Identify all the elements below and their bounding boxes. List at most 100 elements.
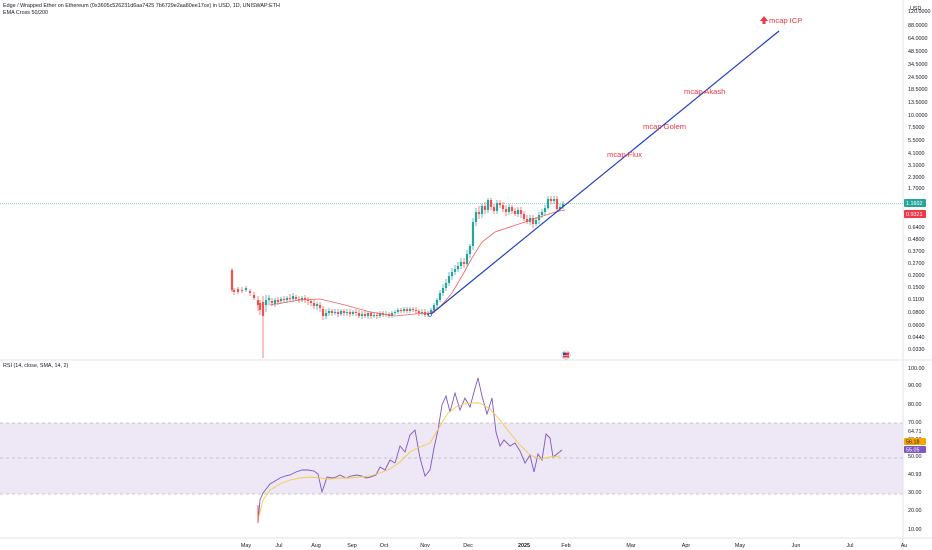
price-tick-label: 0.1500 (908, 285, 925, 291)
candle-body (420, 312, 424, 313)
flag-icon[interactable] (561, 350, 571, 360)
price-tick-label: 0.4800 (908, 237, 925, 243)
candle-body (402, 309, 406, 311)
candle-body (552, 199, 556, 201)
annotation-mcap-akash[interactable]: mcap Akash (684, 87, 725, 96)
time-tick-label: Sep (347, 543, 357, 549)
ema-value-badge[interactable]: 0.9321 (904, 210, 926, 218)
candle-body (291, 296, 295, 299)
candle-body (264, 300, 268, 305)
time-axis[interactable]: May Jul Aug Sep Oct Nov Dec 2025 Feb Mar Apr May Jun… (241, 543, 907, 549)
annotation-mcap-flux[interactable]: mcap Flux (607, 150, 642, 159)
candle-body (558, 207, 562, 209)
price-tick-label: 120.0000 (908, 9, 930, 15)
svg-text:1.1602: 1.1602 (906, 201, 923, 207)
candle-body (258, 303, 262, 310)
candle-body (441, 288, 445, 293)
candle-body (555, 199, 559, 209)
candle-body (288, 298, 292, 299)
candle-body (546, 199, 550, 208)
candle-body (372, 315, 376, 316)
candle-body (261, 302, 265, 316)
price-tick-label: 0.0600 (908, 323, 925, 329)
rsi-line[interactable] (257, 377, 563, 524)
ema-legend[interactable]: EMA Cross 50/200 (3, 10, 48, 16)
price-tick-label: 0.0440 (908, 335, 925, 341)
price-tick-label: 0.6400 (908, 225, 925, 231)
price-tick-label: 0.2000 (908, 273, 925, 279)
rsi-tick-label: 64.71 (908, 429, 922, 435)
trendline[interactable] (429, 30, 780, 316)
price-tick-label: 88.0000 (908, 23, 928, 29)
candle-body (396, 310, 400, 312)
candle-body (252, 295, 256, 298)
rsi-value-badge[interactable]: 55.05 (904, 446, 926, 454)
price-tick-label: 4.1000 (908, 151, 925, 157)
candle-body (285, 298, 289, 300)
candle-body (543, 208, 547, 212)
price-tick-label: 64.0000 (908, 36, 928, 42)
time-tick-label: Apr (682, 543, 691, 549)
annotation-mcap-icp[interactable]: mcap ICP (769, 16, 802, 25)
candle-body (498, 203, 502, 205)
candle-body (306, 300, 310, 301)
candle-body (561, 204, 565, 207)
candle-body (465, 254, 469, 264)
candle-body (390, 313, 394, 316)
candle-body (230, 270, 234, 290)
price-tick-label: 34.5000 (908, 62, 928, 68)
candle-body (507, 207, 511, 212)
candle-body (480, 206, 484, 214)
candle-body (309, 301, 313, 303)
candle-body (348, 312, 352, 314)
candle-body (510, 207, 514, 211)
annotation-mcap-golem[interactable]: mcap Golem (643, 122, 686, 131)
ema-line[interactable] (269, 209, 566, 317)
candle-body (321, 309, 325, 316)
rsi-ma-line[interactable] (257, 402, 561, 521)
candle-body (312, 303, 316, 306)
candle-body (531, 218, 535, 224)
rsi-tick-label: 70.00 (908, 420, 922, 426)
candle-body (513, 211, 517, 214)
time-tick-label: Au (901, 543, 908, 549)
time-tick-label: May (735, 543, 745, 549)
currency-label[interactable]: USD (910, 6, 921, 12)
candle-body (486, 200, 490, 210)
candle-body (453, 269, 457, 272)
rsi-tick-label: 100.00 (908, 366, 925, 372)
svg-text:56.18: 56.18 (906, 440, 920, 446)
price-tick-label: 7.5000 (908, 125, 925, 131)
candle-body (369, 313, 373, 316)
candle-body (429, 310, 433, 313)
candle-body (471, 222, 475, 246)
candle-body (468, 246, 472, 254)
time-tick-label: Jul (276, 543, 283, 549)
trendline-anchor-start[interactable] (428, 313, 432, 317)
candle-body (282, 299, 286, 300)
price-tick-label: 5.5000 (908, 138, 925, 144)
candle-body (450, 272, 454, 276)
price-axis[interactable]: 120.0000 88.0000 64.0000 48.5000 34.5000 24.5… (908, 9, 930, 353)
chart-title: Edge / Wrapped Ether on Ethereum (0x3605… (3, 3, 280, 9)
candle-body (240, 290, 244, 291)
candle-body (435, 300, 439, 305)
candle-body (357, 313, 361, 316)
price-tick-label: 3.1000 (908, 163, 925, 169)
rsi-ma-badge[interactable]: 56.18 (904, 438, 926, 446)
price-tick-label: 13.5000 (908, 100, 928, 106)
candle-body (405, 309, 409, 311)
candle-body (318, 305, 322, 308)
candle-body (279, 299, 283, 301)
candle-body (345, 312, 349, 313)
price-tick-label: 1.7000 (908, 186, 925, 192)
arrow-up-icon (760, 16, 768, 24)
candle-body (351, 312, 355, 314)
candle-body (516, 210, 520, 214)
candle-body (303, 298, 307, 300)
candle-body (444, 283, 448, 288)
last-price-badge[interactable]: 1.1602 (904, 199, 926, 207)
rsi-legend[interactable]: RSI (14, close, SMA, 14, 2) (3, 363, 69, 369)
candle-body (378, 313, 382, 316)
